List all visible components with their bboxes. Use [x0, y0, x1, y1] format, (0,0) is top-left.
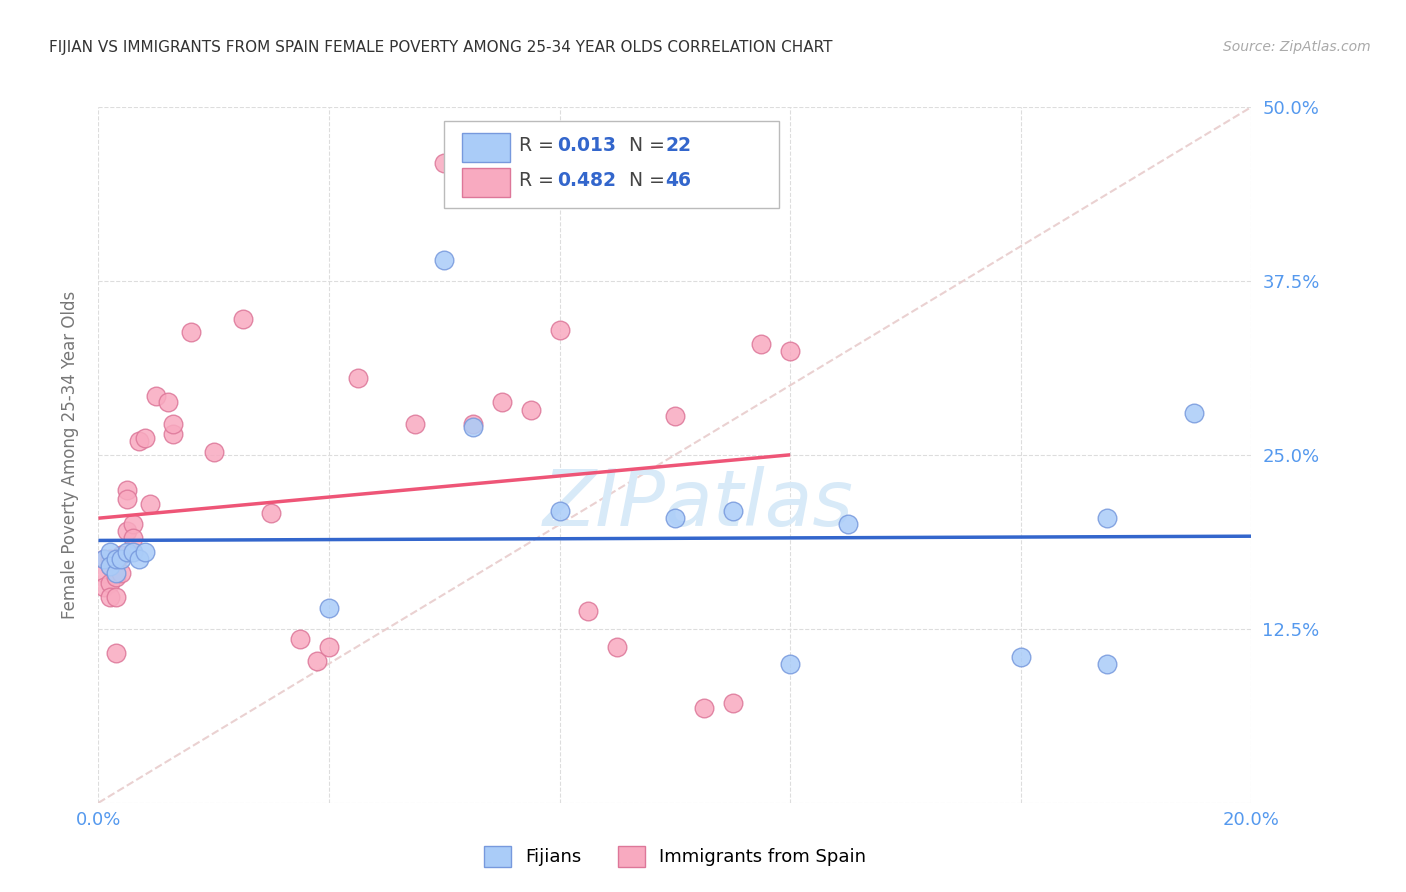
Point [260, 507, 283, 521]
Legend: Fijians, Immigrants from Spain: Fijians, Immigrants from Spain [477, 838, 873, 874]
Point [1010, 649, 1032, 664]
Text: ZIPatlas: ZIPatlas [543, 466, 853, 541]
Point [461, 417, 484, 432]
Point [491, 395, 513, 409]
Text: Source: ZipAtlas.com: Source: ZipAtlas.com [1223, 40, 1371, 54]
Point [162, 427, 184, 442]
Point [104, 590, 127, 604]
Point [104, 552, 127, 566]
Point [162, 417, 184, 432]
Point [751, 336, 773, 351]
Point [110, 552, 132, 566]
Point [117, 492, 139, 507]
Point [93, 552, 115, 566]
Point [231, 311, 254, 326]
Point [664, 409, 686, 423]
Point [122, 532, 145, 546]
Point [104, 557, 127, 571]
Point [98, 559, 121, 574]
Point [98, 545, 121, 559]
Point [307, 654, 329, 668]
Point [180, 326, 202, 340]
Point [433, 253, 456, 268]
Point [664, 510, 686, 524]
Text: 0.013: 0.013 [557, 136, 616, 155]
Point [98, 559, 121, 574]
FancyBboxPatch shape [444, 121, 779, 208]
Point [318, 601, 340, 615]
Point [837, 517, 859, 532]
Point [405, 417, 427, 432]
Point [1097, 510, 1119, 524]
Point [779, 343, 801, 358]
Point [202, 445, 225, 459]
Point [98, 552, 121, 566]
Point [98, 590, 121, 604]
Point [461, 420, 484, 434]
Point [104, 566, 127, 581]
Text: 22: 22 [665, 136, 692, 155]
Text: N =: N = [628, 170, 671, 190]
Point [721, 696, 744, 710]
Point [122, 517, 145, 532]
Text: FIJIAN VS IMMIGRANTS FROM SPAIN FEMALE POVERTY AMONG 25-34 YEAR OLDS CORRELATION: FIJIAN VS IMMIGRANTS FROM SPAIN FEMALE P… [49, 40, 832, 55]
Point [134, 545, 156, 559]
FancyBboxPatch shape [461, 168, 510, 197]
Point [693, 701, 716, 715]
Point [128, 434, 150, 448]
Point [548, 323, 571, 337]
Point [606, 640, 628, 654]
Point [117, 524, 139, 539]
Point [117, 545, 139, 559]
Point [93, 580, 115, 594]
Point [433, 155, 456, 169]
Text: R =: R = [519, 136, 560, 155]
Point [318, 640, 340, 654]
Text: N =: N = [628, 136, 671, 155]
Point [110, 548, 132, 562]
Point [520, 403, 543, 417]
Point [290, 632, 312, 646]
FancyBboxPatch shape [461, 133, 510, 162]
Point [1182, 406, 1205, 420]
Point [346, 371, 368, 385]
Point [548, 503, 571, 517]
Point [156, 395, 179, 409]
Point [93, 552, 115, 566]
Point [110, 566, 132, 581]
Point [104, 570, 127, 584]
Text: 46: 46 [665, 170, 692, 190]
Point [145, 389, 167, 403]
Point [98, 576, 121, 591]
Point [122, 545, 145, 559]
Point [104, 646, 127, 660]
Point [128, 552, 150, 566]
Point [1097, 657, 1119, 671]
Point [93, 566, 115, 581]
Point [721, 503, 744, 517]
Point [117, 483, 139, 497]
Point [779, 657, 801, 671]
Y-axis label: Female Poverty Among 25-34 Year Olds: Female Poverty Among 25-34 Year Olds [60, 291, 79, 619]
Text: R =: R = [519, 170, 560, 190]
Point [139, 497, 162, 511]
Point [578, 604, 600, 618]
Point [134, 431, 156, 445]
Text: 0.482: 0.482 [557, 170, 616, 190]
